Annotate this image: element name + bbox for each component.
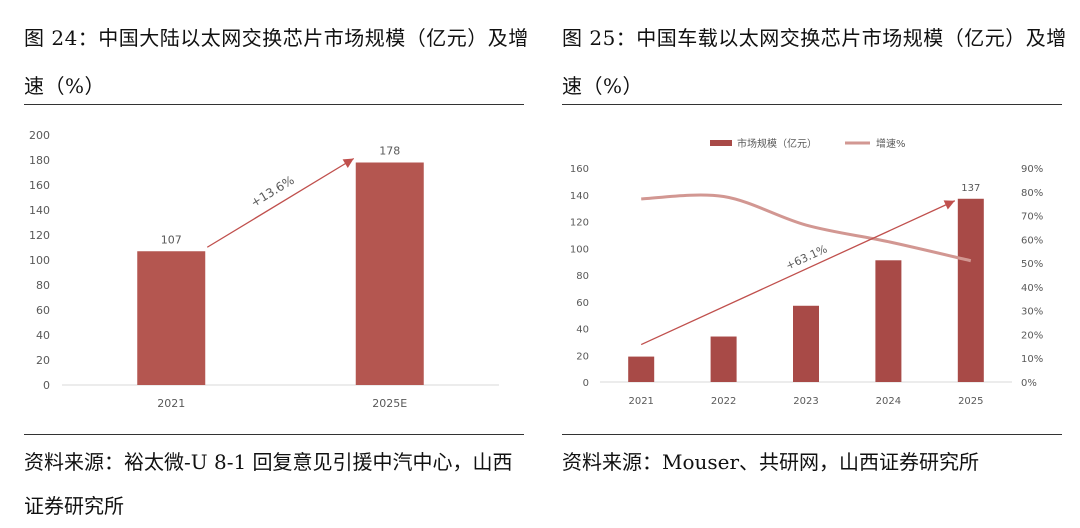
growth-arrow-line bbox=[640, 200, 956, 346]
growth-annotation: +13.6% bbox=[248, 173, 296, 210]
y-left-tick-label: 40 bbox=[576, 325, 589, 336]
x-tick-label: 2021 bbox=[157, 397, 185, 410]
y-tick-label: 60 bbox=[36, 304, 50, 317]
y-left-tick-label: 100 bbox=[570, 244, 589, 255]
legend-bar-swatch bbox=[710, 140, 732, 146]
x-tick-label: 2023 bbox=[793, 396, 818, 407]
right-figure: 图 25：中国车载以太网交换芯片市场规模（亿元）及增速（%） 市场规模（亿元） 增… bbox=[562, 0, 1067, 523]
bar-2025 bbox=[957, 198, 984, 382]
left-figure-title: 图 24：中国大陆以太网交换芯片市场规模（亿元）及增速（%） bbox=[24, 26, 529, 98]
y-left-tick-label: 20 bbox=[576, 351, 589, 362]
data-label: 178 bbox=[379, 145, 400, 158]
y-left-tick-label: 0 bbox=[583, 378, 589, 389]
right-combo-chart: 市场规模（亿元） 增速% 0 20 40 60 80 100 120 140 160 0% 10% 20%… bbox=[570, 137, 1043, 407]
bar-2021 bbox=[628, 356, 655, 382]
y-left-tick-label: 160 bbox=[570, 164, 589, 175]
y-left-tick-label: 80 bbox=[576, 271, 589, 282]
y-tick-label: 0 bbox=[43, 379, 50, 392]
y-right-tick-label: 40% bbox=[1021, 283, 1043, 294]
y-tick-label: 140 bbox=[29, 204, 50, 217]
y-left-tick-label: 140 bbox=[570, 191, 589, 202]
x-tick-label: 2024 bbox=[876, 396, 901, 407]
y-tick-label: 80 bbox=[36, 279, 50, 292]
left-source-note: 资料来源：裕太微-U 8-1 回复意见引援中汽中心，山西证券研究所 bbox=[24, 450, 513, 518]
y-right-tick-label: 30% bbox=[1021, 307, 1043, 318]
legend-bar-label: 市场规模（亿元） bbox=[737, 137, 817, 150]
bar-2021 bbox=[137, 251, 206, 385]
y-right-tick-label: 50% bbox=[1021, 259, 1043, 270]
y-tick-label: 120 bbox=[29, 229, 50, 242]
y-right-tick-label: 60% bbox=[1021, 235, 1043, 246]
y-left-tick-label: 120 bbox=[570, 218, 589, 229]
right-figure-title: 图 25：中国车载以太网交换芯片市场规模（亿元）及增速（%） bbox=[562, 26, 1067, 98]
right-source-note: 资料来源：Mouser、共研网，山西证券研究所 bbox=[562, 450, 980, 474]
data-label: 107 bbox=[161, 233, 182, 246]
x-tick-label: 2021 bbox=[628, 396, 653, 407]
y-right-tick-label: 70% bbox=[1021, 212, 1043, 223]
y-tick-label: 20 bbox=[36, 354, 50, 367]
y-left-tick-label: 60 bbox=[576, 298, 589, 309]
y-right-tick-label: 10% bbox=[1021, 354, 1043, 365]
legend-line-label: 增速% bbox=[876, 137, 906, 150]
left-bottom-rule bbox=[24, 434, 524, 435]
right-top-rule bbox=[562, 104, 1062, 105]
bar-2025E bbox=[355, 162, 424, 385]
x-tick-label: 2025E bbox=[372, 397, 407, 410]
right-bottom-rule bbox=[562, 434, 1062, 435]
x-tick-label: 2022 bbox=[711, 396, 736, 407]
y-tick-label: 160 bbox=[29, 179, 50, 192]
y-right-tick-label: 90% bbox=[1021, 164, 1043, 175]
bar-2022 bbox=[710, 336, 737, 382]
growth-rate-line bbox=[641, 193, 972, 263]
bar-2024 bbox=[875, 260, 902, 382]
data-label: 137 bbox=[961, 183, 980, 194]
y-tick-label: 200 bbox=[29, 129, 50, 142]
y-right-tick-label: 0% bbox=[1021, 378, 1037, 389]
y-right-tick-label: 20% bbox=[1021, 330, 1043, 341]
left-top-rule bbox=[24, 104, 524, 105]
y-tick-label: 180 bbox=[29, 154, 50, 167]
bar-2023 bbox=[793, 305, 819, 382]
y-tick-label: 40 bbox=[36, 329, 50, 342]
y-tick-label: 100 bbox=[29, 254, 50, 267]
growth-arrow-line bbox=[206, 157, 355, 248]
left-figure: 图 24：中国大陆以太网交换芯片市场规模（亿元）及增速（%） 0 20 40 60 80… bbox=[24, 0, 529, 523]
growth-arrow-head bbox=[943, 200, 955, 210]
growth-arrow-head bbox=[342, 158, 354, 168]
x-tick-label: 2025 bbox=[958, 396, 983, 407]
y-right-tick-label: 80% bbox=[1021, 188, 1043, 199]
left-bar-chart: 0 20 40 60 80 100 120 140 160 180 200 107 2021 178 202… bbox=[29, 129, 499, 410]
